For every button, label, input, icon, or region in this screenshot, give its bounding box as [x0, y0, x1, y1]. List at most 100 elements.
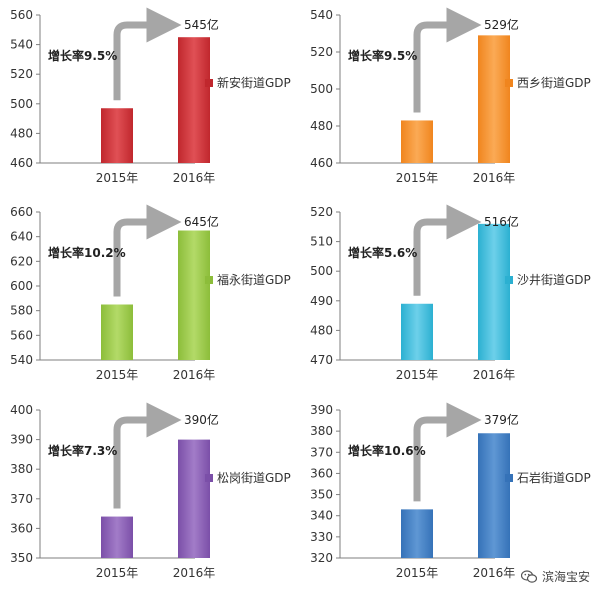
growth-rate-label: 增长率10.2% [48, 245, 126, 260]
growth-arrow [413, 7, 482, 113]
chart-panel-3: 540 560 580 600 620 640 660 2015年 2016年 增长率10.2% 6… [10, 204, 291, 382]
y-tick-label: 540 [10, 353, 33, 367]
y-tick-label: 480 [310, 323, 333, 337]
y-tick-label: 460 [10, 156, 33, 170]
wechat-icon [520, 569, 537, 583]
y-tick-label: 500 [310, 82, 333, 96]
bar-2016年 [178, 439, 210, 558]
value-label: 379亿 [484, 412, 519, 427]
legend-label: 福永街道GDP [217, 272, 291, 287]
y-tick-label: 390 [10, 433, 33, 447]
y-tick-label: 360 [310, 466, 333, 480]
x-tick-label: 2015年 [396, 566, 439, 580]
watermark: 滨海宝安 [520, 568, 590, 585]
growth-rate-label: 增长率9.5% [348, 48, 417, 63]
x-tick-label: 2015年 [96, 566, 139, 580]
bar-2015年 [401, 120, 433, 163]
y-tick-label: 580 [10, 304, 33, 318]
value-label: 529亿 [484, 17, 519, 32]
legend-swatch [505, 474, 513, 482]
bar-2015年 [401, 303, 433, 360]
y-tick-label: 500 [310, 264, 333, 278]
y-tick-label: 480 [10, 126, 33, 140]
bar-2015年 [101, 516, 133, 558]
y-tick-label: 560 [10, 8, 33, 22]
growth-rate-label: 增长率5.6% [348, 245, 417, 260]
x-tick-label: 2015年 [96, 368, 139, 382]
y-tick-label: 330 [310, 530, 333, 544]
growth-arrow [413, 402, 482, 502]
y-tick-label: 560 [10, 328, 33, 342]
x-tick-label: 2015年 [396, 171, 439, 185]
y-tick-label: 380 [310, 424, 333, 438]
legend-label: 沙井街道GDP [517, 273, 591, 287]
y-tick-label: 520 [310, 205, 333, 219]
y-tick-label: 620 [10, 254, 33, 268]
y-tick-label: 660 [10, 205, 33, 219]
legend-label: 新安街道GDP [217, 75, 291, 90]
growth-arrow [413, 204, 482, 296]
y-tick-label: 370 [10, 492, 33, 506]
growth-arrow [113, 7, 182, 101]
y-tick-label: 400 [10, 403, 33, 417]
y-tick-label: 390 [310, 403, 333, 417]
legend-label: 西乡街道GDP [517, 76, 591, 90]
growth-rate-label: 增长率10.6% [348, 443, 426, 458]
x-tick-label: 2016年 [473, 368, 516, 382]
y-tick-label: 370 [310, 445, 333, 459]
bar-2015年 [101, 108, 133, 163]
y-tick-label: 510 [310, 235, 333, 249]
y-tick-label: 540 [310, 8, 333, 22]
chart-panel-6: 320 330 340 350 360 370 380 390 2015年 2016年 增长率10.… [310, 402, 591, 580]
bar-2016年 [478, 35, 510, 163]
legend-swatch [205, 474, 213, 482]
growth-rate-label: 增长率7.3% [48, 443, 117, 458]
x-tick-label: 2016年 [473, 566, 516, 580]
y-tick-label: 540 [10, 38, 33, 52]
y-tick-label: 360 [10, 521, 33, 535]
legend-swatch [505, 276, 513, 284]
y-tick-label: 470 [310, 353, 333, 367]
bar-2016年 [478, 223, 510, 360]
x-tick-label: 2016年 [173, 171, 216, 185]
x-tick-label: 2016年 [473, 171, 516, 185]
y-tick-label: 350 [10, 551, 33, 565]
y-tick-label: 520 [10, 67, 33, 81]
value-label: 545亿 [184, 17, 219, 32]
x-tick-label: 2015年 [396, 368, 439, 382]
value-label: 516亿 [484, 214, 519, 229]
y-tick-label: 520 [310, 45, 333, 59]
y-tick-label: 600 [10, 279, 33, 293]
growth-rate-label: 增长率9.5% [48, 48, 117, 63]
x-tick-label: 2015年 [96, 171, 139, 185]
y-tick-label: 640 [10, 230, 33, 244]
x-tick-label: 2016年 [173, 566, 216, 580]
value-label: 390亿 [184, 412, 219, 427]
legend-swatch [205, 276, 213, 284]
y-tick-label: 460 [310, 156, 333, 170]
watermark-text: 滨海宝安 [541, 570, 590, 584]
y-tick-label: 340 [310, 509, 333, 523]
y-tick-label: 480 [310, 119, 333, 133]
legend-label: 石岩街道GDP [517, 470, 591, 485]
y-tick-label: 320 [310, 551, 333, 565]
growth-arrow [113, 204, 182, 297]
bar-2016年 [478, 433, 510, 558]
legend-swatch [505, 79, 513, 87]
legend-swatch [205, 79, 213, 87]
x-tick-label: 2016年 [173, 368, 216, 382]
y-tick-label: 500 [10, 97, 33, 111]
value-label: 645亿 [184, 214, 219, 229]
bar-2015年 [401, 509, 433, 558]
y-tick-label: 350 [310, 488, 333, 502]
bar-2016年 [178, 37, 210, 164]
y-tick-label: 380 [10, 462, 33, 476]
chart-panel-5: 350 360 370 380 390 400 2015年 2016年 增长率7.3% 390亿松… [10, 402, 291, 580]
chart-panel-4: 470 480 490 500 510 520 2015年 2016年 增长率5.6% 516亿沙… [310, 204, 591, 382]
chart-panel-2: 460 480 500 520 540 2015年 2016年 增长率9.5% 529亿西乡街道… [310, 7, 591, 185]
chart-panel-1: 460 480 500 520 540 560 2015年 2016年 增长率9.5% 545亿新… [10, 7, 291, 185]
bar-2015年 [101, 304, 133, 360]
y-tick-label: 490 [310, 294, 333, 308]
growth-arrow [113, 402, 182, 509]
